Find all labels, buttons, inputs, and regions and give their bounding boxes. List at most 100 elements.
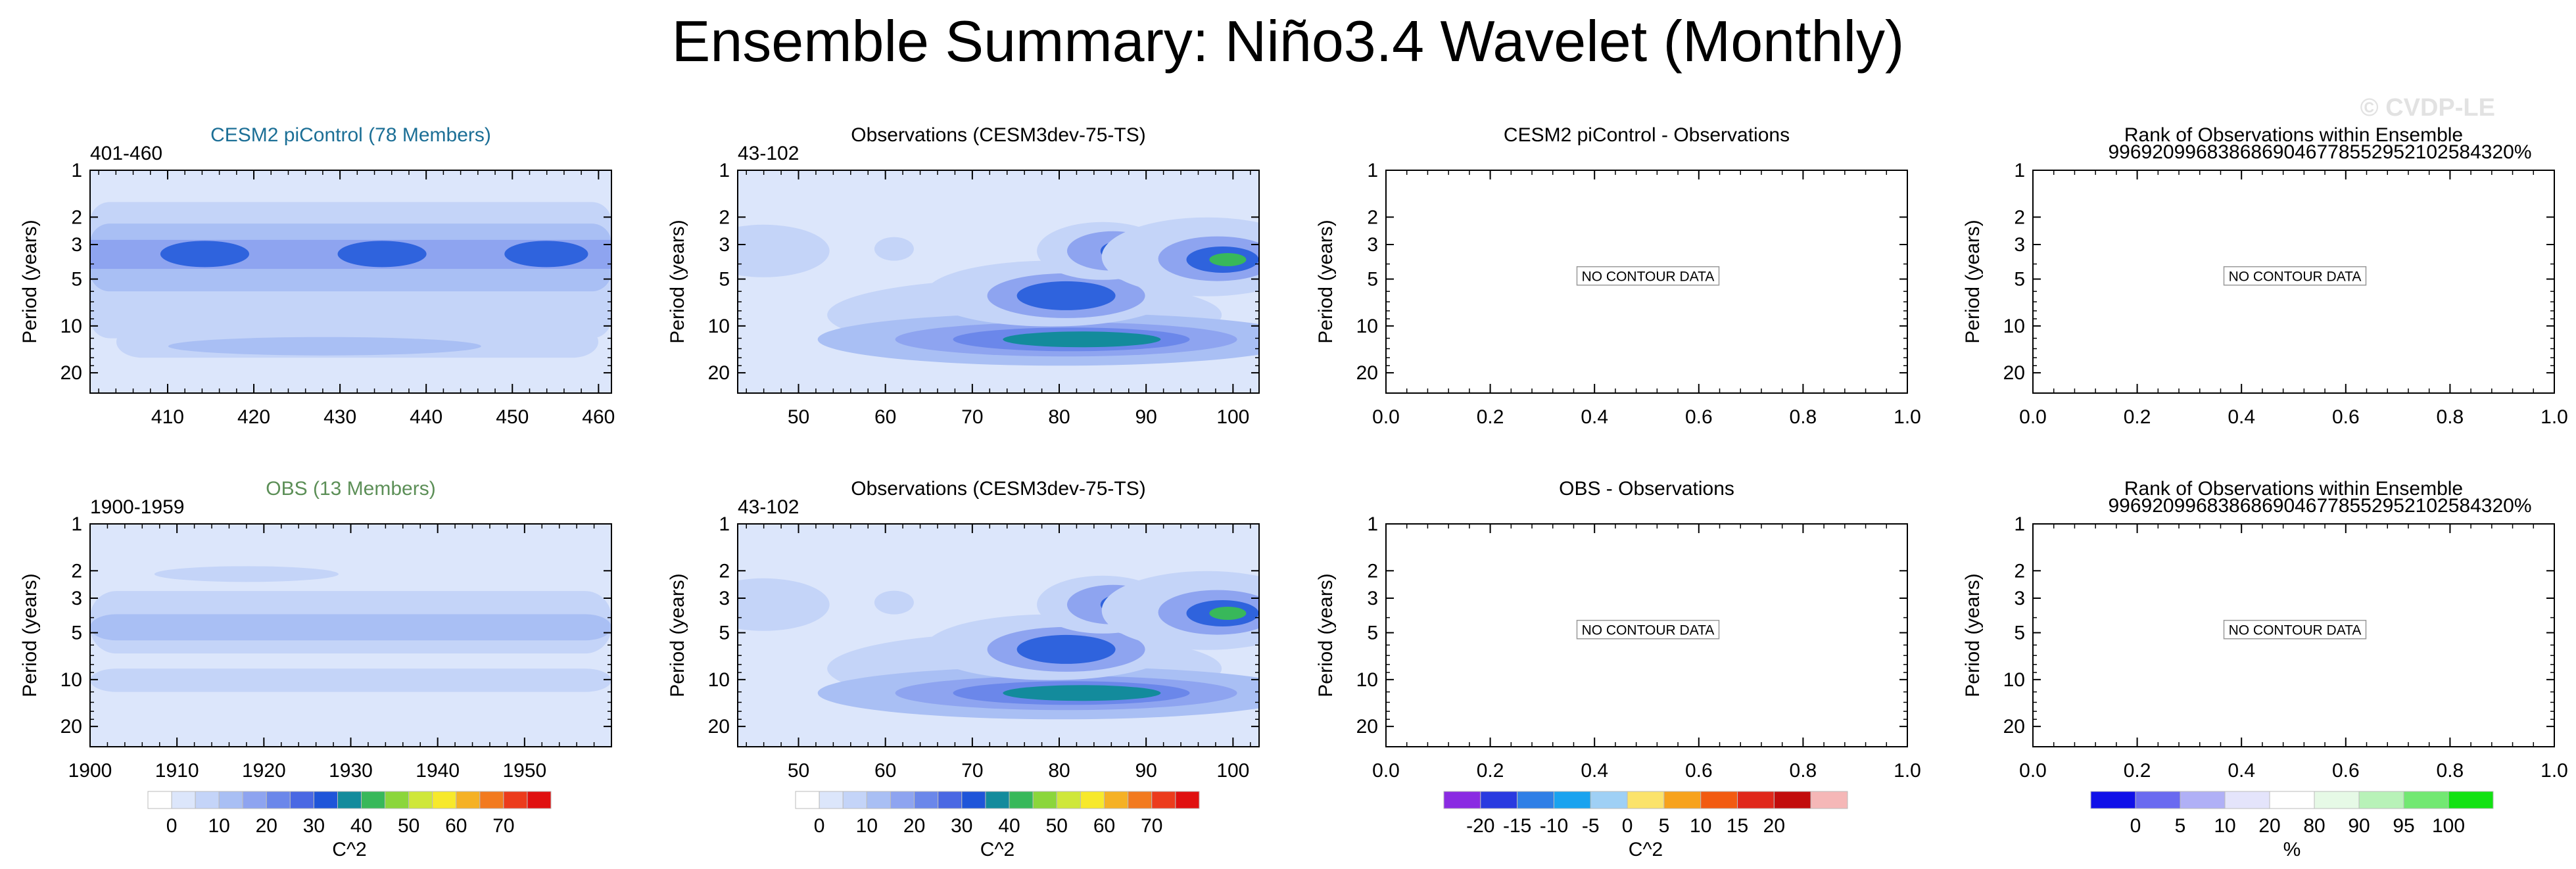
colorbar-label: 0 xyxy=(166,815,178,837)
contour-level xyxy=(874,237,914,261)
colorbar-swatch xyxy=(866,791,891,809)
colorbar-label: 20 xyxy=(903,815,925,837)
colorbar-swatch xyxy=(1032,791,1057,809)
colorbar-swatch xyxy=(385,791,410,809)
colorbar-swatch xyxy=(503,791,528,809)
colorbar-unit: C^2 xyxy=(332,839,366,860)
colorbar-label: 30 xyxy=(951,815,972,837)
colorbar-label: 10 xyxy=(1690,815,1711,837)
panel-obs-ensemble: 1 2 3 5 10 20 Period (years) 1900 1910 1920 1930 19… xyxy=(19,478,612,782)
colorbar-swatch xyxy=(1737,791,1775,809)
panel-title: Observations (CESM3dev-75-TS) xyxy=(851,124,1145,146)
y-axis-label: Period (years) xyxy=(19,220,41,343)
contour-level xyxy=(874,590,914,615)
y-tick-label: 20 xyxy=(60,362,82,384)
y-axis-label: Period (years) xyxy=(19,573,41,697)
colorbar-label: 40 xyxy=(350,815,372,837)
colorbar-swatch xyxy=(2448,791,2494,809)
colorbar-label: 60 xyxy=(445,815,467,837)
y-axis-label: Period (years) xyxy=(667,220,688,343)
colorbar-swatch xyxy=(2403,791,2449,809)
x-tick-label: 1930 xyxy=(329,760,373,782)
panel-subtitle: 43-102 xyxy=(738,496,799,518)
y-axis-label: Period (years) xyxy=(1315,573,1337,697)
panel-subtitle: 99692099683868690467785529521025843​20% xyxy=(2108,495,2531,517)
y-tick-label: 3 xyxy=(2014,234,2025,256)
no-data-label: NO CONTOUR DATA xyxy=(1582,623,1715,638)
colorbar-swatch xyxy=(289,791,314,809)
x-tick-label: 90 xyxy=(1135,406,1157,428)
y-tick-label: 5 xyxy=(1367,269,1378,291)
panel-cesm2-ensemble: 1 2 3 5 10 20 Period (years) 410 420 430 440 450 460… xyxy=(19,124,615,428)
y-tick-label: 5 xyxy=(2014,622,2025,644)
colorbar-swatch xyxy=(432,791,457,809)
colorbar-swatch xyxy=(819,791,844,809)
panel-obs-bottom: 1 2 3 5 10 20 Period (years) 50 60 70 80 90 100 Obser… xyxy=(667,478,1260,782)
colorbar-power: 0 10 20 30 40 50 60 70 C^2 xyxy=(147,791,552,860)
x-tick-label: 0.6 xyxy=(2332,760,2360,782)
x-tick-label: 100 xyxy=(1216,406,1249,428)
colorbar-label: 50 xyxy=(1046,815,1068,837)
y-tick-label: 10 xyxy=(708,669,730,691)
x-tick-label: 80 xyxy=(1048,760,1070,782)
y-tick-label: 10 xyxy=(60,669,82,691)
x-tick-label: 70 xyxy=(961,760,983,782)
colorbar-swatch xyxy=(2224,791,2270,809)
colorbar-swatch xyxy=(1104,791,1129,809)
colorbar-swatch xyxy=(147,791,172,809)
colorbar-label: 60 xyxy=(1093,815,1115,837)
x-tick-label: 1940 xyxy=(416,760,460,782)
panel-subtitle: 99692099683868690467785529521025843​20% xyxy=(2108,141,2531,163)
colorbar-swatch xyxy=(1009,791,1034,809)
contour-level xyxy=(738,224,830,277)
colorbar-swatch xyxy=(842,791,867,809)
x-tick-label: 80 xyxy=(1048,406,1070,428)
x-tick-label: 90 xyxy=(1135,760,1157,782)
colorbar-label: 70 xyxy=(492,815,514,837)
y-tick-label: 3 xyxy=(719,588,730,609)
y-tick-label: 3 xyxy=(71,234,82,256)
colorbar-label: 0 xyxy=(814,815,825,837)
x-tick-label: 1950 xyxy=(502,760,546,782)
y-tick-label: 10 xyxy=(60,316,82,337)
x-tick-label: 0.8 xyxy=(2437,406,2464,428)
x-tick-label: 0.2 xyxy=(1477,760,1504,782)
y-axis-label: Period (years) xyxy=(1315,220,1337,343)
no-data-box xyxy=(1576,619,1720,640)
colorbar-swatch xyxy=(1175,791,1200,809)
contour-fill xyxy=(90,524,611,747)
y-tick-label: 1 xyxy=(719,160,730,181)
x-tick-label: 60 xyxy=(874,760,896,782)
panel-title: Rank of Observations within Ensemble xyxy=(2124,124,2463,146)
y-tick-label: 5 xyxy=(71,622,82,644)
colorbar-swatch xyxy=(479,791,504,809)
y-tick-label: 2 xyxy=(71,206,82,228)
y-tick-label: 2 xyxy=(2014,206,2025,228)
colorbar-unit: C^2 xyxy=(980,839,1014,860)
figure-title: Ensemble Summary: Niño3.4 Wavelet (Month… xyxy=(672,9,1905,74)
plot-frame xyxy=(2032,523,2555,747)
x-tick-label: 50 xyxy=(788,406,809,428)
contour-level xyxy=(738,578,830,631)
y-tick-label: 2 xyxy=(719,206,730,228)
contour-level xyxy=(1016,281,1116,310)
contour-level xyxy=(337,241,427,268)
colorbar-swatch xyxy=(938,791,963,809)
y-tick-label: 20 xyxy=(708,716,730,738)
y-tick-label: 5 xyxy=(71,269,82,291)
contour-level xyxy=(90,614,611,641)
colorbar-label: 40 xyxy=(998,815,1020,837)
colorbar-label: 70 xyxy=(1141,815,1162,837)
contour-level xyxy=(168,337,481,356)
contour-level xyxy=(1016,634,1116,664)
contour-level xyxy=(1209,606,1247,620)
panel-title: Rank of Observations within Ensemble xyxy=(2124,478,2463,500)
colorbar-swatch xyxy=(1553,791,1591,809)
colorbar-label: 20 xyxy=(2258,815,2280,837)
y-tick-label: 20 xyxy=(1356,362,1378,384)
x-tick-label: 0.6 xyxy=(1685,406,1713,428)
colorbar-swatch xyxy=(1080,791,1105,809)
colorbar-label: 50 xyxy=(398,815,419,837)
colorbar-label: -10 xyxy=(1540,815,1568,837)
panel-obs-top: 1 2 3 5 10 20 Period (years) 50 60 70 80 90 100 Obser… xyxy=(667,124,1260,428)
